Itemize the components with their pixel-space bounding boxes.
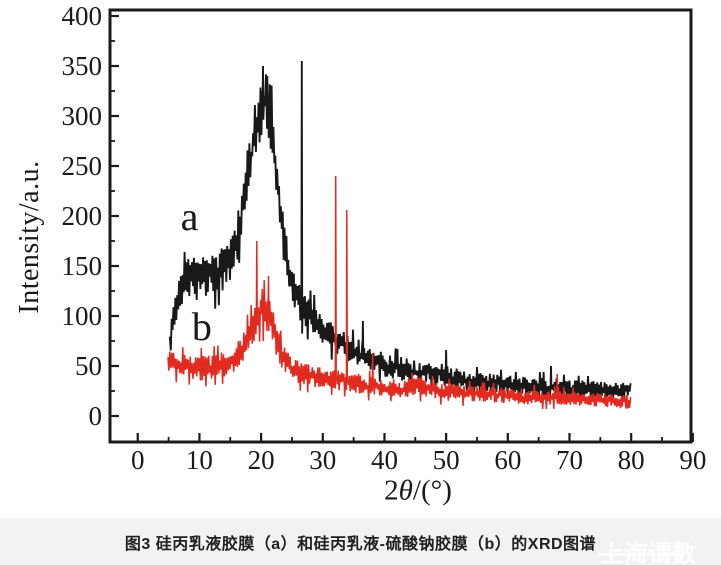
y-tick-label: 300: [62, 101, 103, 131]
x-axis-title-prefix: 2: [384, 474, 399, 507]
watermark-text: 上海谓数: [600, 541, 696, 564]
x-tick-label: 30: [309, 445, 336, 475]
x-tick-label: 10: [186, 445, 213, 475]
x-tick-label: 20: [248, 445, 275, 475]
watermark-underline: [598, 553, 684, 556]
x-tick-label: 40: [371, 445, 398, 475]
y-tick-label: 0: [89, 401, 103, 431]
caption-band: [0, 518, 721, 565]
series-a-curve: [168, 60, 632, 403]
x-tick-label: 80: [618, 445, 645, 475]
series-a-label: a: [180, 194, 199, 239]
plot-frame: [108, 8, 693, 444]
series-b-curve: [167, 175, 632, 409]
y-axis-title: Intensity/a.u.: [14, 160, 45, 314]
x-tick-label: 70: [556, 445, 583, 475]
x-axis-title-suffix: /(°): [412, 474, 452, 507]
series-b-label: b: [191, 304, 212, 349]
y-tick-label: 150: [62, 251, 103, 281]
x-tick-label: 90: [679, 445, 706, 475]
y-tick-label: 200: [62, 201, 103, 231]
y-tick-label: 400: [62, 1, 103, 31]
y-tick-label: 350: [62, 51, 103, 81]
y-tick-label: 250: [62, 151, 103, 181]
x-tick-label: 0: [131, 445, 145, 475]
figure-caption: 图3 硅丙乳液胶膜（a）和硅丙乳液-硫酸钠胶膜（b）的XRD图谱: [124, 536, 597, 553]
y-tick-label: 100: [62, 301, 103, 331]
x-tick-label: 60: [494, 445, 521, 475]
x-axis-title: 2θ/(°): [384, 475, 452, 508]
xrd-chart-canvas: 0 10 20 30 40 50 60 70 80 90 0 50 100 150 200 250 300 350…: [62, 1, 707, 475]
theta-symbol: θ: [398, 474, 413, 507]
y-tick-label: 50: [75, 351, 102, 381]
x-tick-label: 50: [433, 445, 460, 475]
